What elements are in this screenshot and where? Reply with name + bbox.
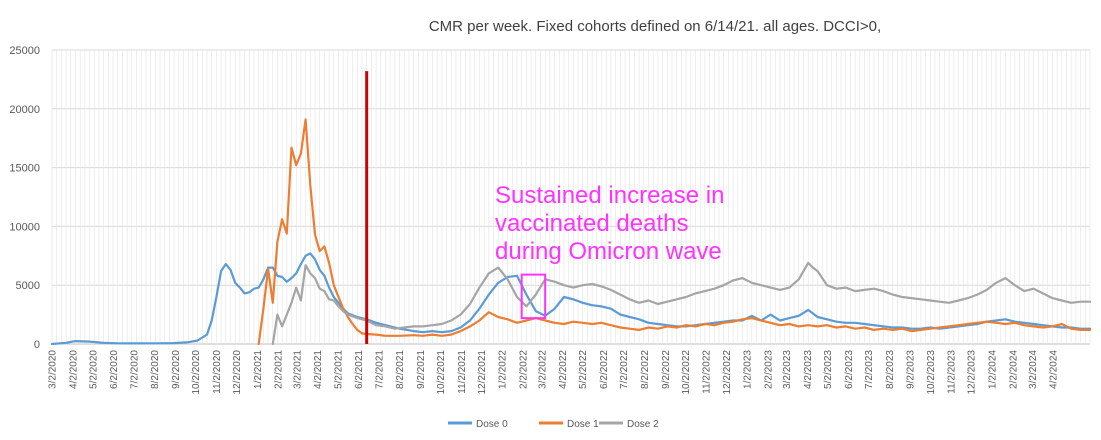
x-tick-label: 4/2/2024 — [1049, 350, 1060, 389]
chart-title: CMR per week. Fixed cohorts defined on 6… — [429, 18, 881, 35]
x-tick-label: 12/2/2020 — [232, 350, 243, 395]
x-tick-label: 12/2/2022 — [722, 350, 733, 395]
grid — [51, 49, 1091, 345]
x-tick-label: 4/2/2020 — [68, 350, 79, 389]
x-tick-label: 1/2/2024 — [988, 350, 999, 389]
x-tick-label: 8/2/2021 — [395, 350, 406, 389]
x-tick-label: 10/2/2020 — [191, 350, 202, 395]
x-tick-label: 1/2/2022 — [498, 350, 509, 389]
x-tick-label: 6/2/2021 — [354, 350, 365, 389]
x-tick-label: 11/2/2020 — [212, 350, 223, 394]
x-tick-label: 10/2/2023 — [926, 350, 937, 395]
x-tick-label: 6/2/2023 — [844, 350, 855, 389]
y-tick-label: 25000 — [9, 45, 40, 57]
x-tick-label: 3/2/2020 — [48, 350, 59, 389]
y-tick-label: 15000 — [9, 163, 40, 175]
x-tick-label: 2/2/2022 — [519, 350, 530, 389]
x-tick-label: 9/2/2020 — [171, 350, 182, 389]
omicron-highlight-box — [520, 273, 547, 320]
x-tick-label: 2/2/2023 — [763, 350, 774, 389]
x-tick-label: 7/2/2023 — [864, 350, 875, 389]
x-tick-label: 8/2/2022 — [640, 350, 651, 389]
x-tick-label: 10/2/2022 — [681, 350, 692, 395]
x-tick-label: 3/2/2024 — [1028, 350, 1039, 389]
x-tick-label: 4/2/2021 — [313, 350, 324, 389]
x-tick-label: 12/2/2023 — [967, 350, 978, 395]
x-axis-ticks: 3/2/2020 4/2/2020 5/2/2020 6/2/2020 7/2/2020… — [48, 350, 1060, 395]
annotation-text-line: Sustained increase in — [495, 182, 724, 209]
x-tick-label: 4/2/2022 — [558, 350, 569, 389]
x-tick-label: 6/2/2020 — [109, 350, 120, 389]
series-line-dose-0 — [50, 252, 1092, 346]
y-axis-ticks: 0 5000 10000 15000 20000 25000 — [9, 45, 40, 351]
x-tick-label: 8/2/2020 — [150, 350, 161, 389]
x-tick-label: 2/2/2024 — [1008, 350, 1019, 389]
x-tick-label: 11/2/2022 — [702, 350, 713, 394]
x-tick-label: 11/2/2023 — [947, 350, 958, 394]
x-tick-label: 8/2/2023 — [885, 350, 896, 389]
y-tick-label: 10000 — [9, 221, 40, 233]
x-tick-label: 3/2/2021 — [292, 350, 303, 389]
x-tick-label: 1/2/2021 — [253, 350, 264, 389]
x-tick-label: 9/2/2023 — [906, 350, 917, 389]
x-tick-label: 3/2/2023 — [782, 350, 793, 389]
x-tick-label: 11/2/2021 — [457, 350, 468, 394]
x-tick-label: 7/2/2022 — [619, 350, 630, 389]
y-tick-label: 20000 — [9, 104, 40, 116]
series-lines — [50, 118, 1092, 346]
series-line-dose-2 — [271, 261, 1092, 346]
x-tick-label: 9/2/2022 — [661, 350, 672, 389]
x-tick-label: 9/2/2021 — [416, 350, 427, 389]
legend-label-dose-2: Dose 2 — [627, 419, 659, 430]
x-tick-label: 5/2/2020 — [88, 350, 99, 389]
x-tick-label: 5/2/2023 — [823, 350, 834, 389]
x-tick-label: 5/2/2021 — [333, 350, 344, 389]
y-tick-label: 5000 — [16, 280, 40, 292]
legend-label-dose-0: Dose 0 — [476, 419, 508, 430]
legend: Dose 0 Dose 1 Dose 2 — [448, 419, 659, 430]
y-tick-label: 0 — [34, 339, 40, 351]
x-tick-label: 6/2/2022 — [599, 350, 610, 389]
x-tick-label: 5/2/2022 — [578, 350, 589, 389]
annotation-text-line: during Omicron wave — [495, 238, 722, 265]
x-tick-label: 12/2/2021 — [477, 350, 488, 395]
x-tick-label: 2/2/2021 — [274, 350, 285, 389]
legend-label-dose-1: Dose 1 — [567, 419, 599, 430]
series-line-dose-1 — [257, 118, 1092, 346]
x-tick-label: 3/2/2022 — [537, 350, 548, 389]
x-tick-label: 4/2/2023 — [803, 350, 814, 389]
annotation-text-line: vaccinated deaths — [495, 210, 688, 237]
x-tick-label: 10/2/2021 — [436, 350, 447, 395]
x-tick-label: 1/2/2023 — [743, 350, 754, 389]
x-tick-label: 7/2/2020 — [129, 350, 140, 389]
x-tick-label: 7/2/2021 — [374, 350, 385, 389]
